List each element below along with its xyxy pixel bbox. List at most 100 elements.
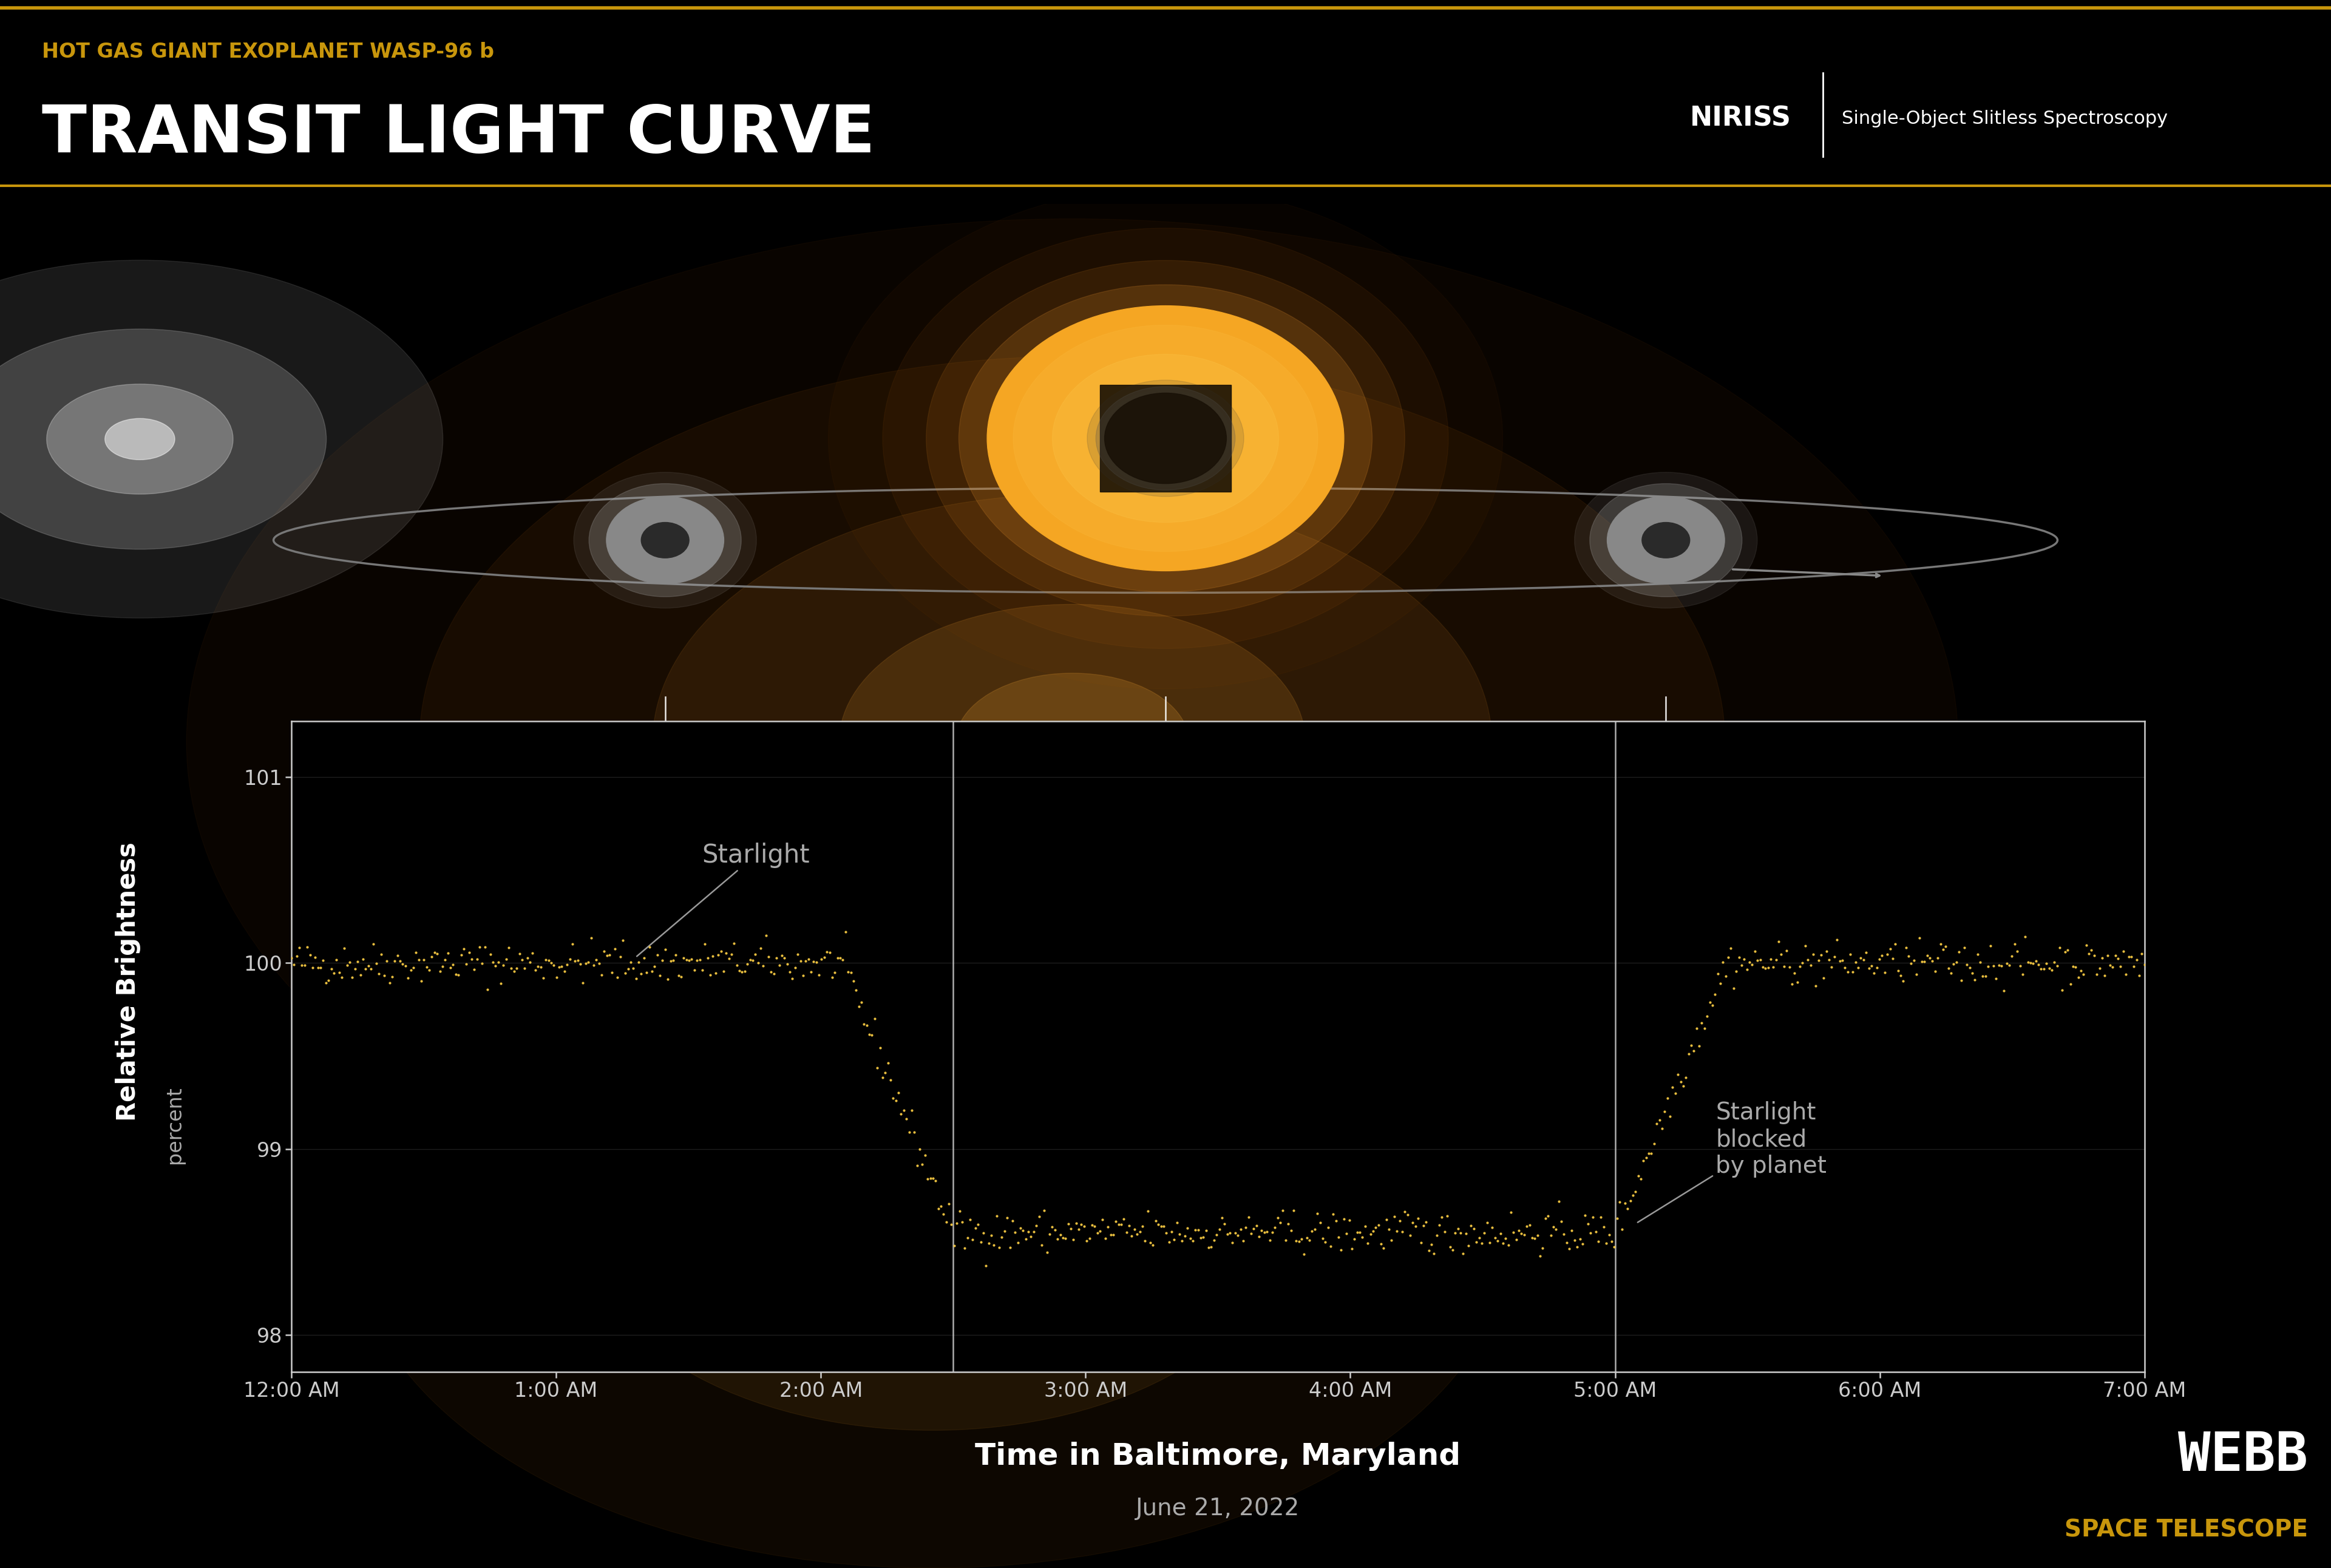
Point <box>1538 1217 1576 1242</box>
Point <box>1699 961 1737 986</box>
Point <box>1779 969 1816 994</box>
Point <box>1242 1218 1280 1243</box>
Point <box>294 955 331 980</box>
Point <box>1107 1220 1145 1245</box>
Point <box>1091 1221 1128 1247</box>
Point <box>1124 1214 1161 1239</box>
Point <box>1811 947 1848 972</box>
Point <box>1357 1215 1394 1240</box>
Circle shape <box>1573 472 1758 608</box>
Point <box>1774 971 1811 996</box>
Point <box>480 950 517 975</box>
Point <box>1550 1237 1587 1262</box>
Point <box>2056 955 2093 980</box>
Point <box>615 955 653 980</box>
Point <box>2002 953 2040 978</box>
Point <box>1429 1203 1466 1228</box>
Point <box>448 952 485 977</box>
Point <box>622 961 660 986</box>
Point <box>984 1225 1021 1250</box>
Point <box>1084 1207 1121 1232</box>
Point <box>408 955 445 980</box>
Point <box>1378 1218 1415 1243</box>
Point <box>601 944 639 969</box>
Point <box>1970 953 2007 978</box>
Point <box>874 1085 911 1110</box>
Point <box>576 952 613 977</box>
Point <box>930 1192 967 1217</box>
Point <box>1438 1217 1476 1242</box>
Point <box>846 1011 883 1036</box>
Point <box>1555 1228 1592 1253</box>
Point <box>413 944 450 969</box>
Point <box>1483 1221 1520 1247</box>
Point <box>914 1165 951 1190</box>
Point <box>1406 1214 1443 1239</box>
Point <box>1876 931 1914 956</box>
Point <box>473 950 510 975</box>
Point <box>1814 955 1851 980</box>
Point <box>1776 961 1814 986</box>
Point <box>1760 930 1797 955</box>
Point <box>897 1152 935 1178</box>
Point <box>1455 1217 1492 1242</box>
Point <box>1056 1228 1093 1253</box>
Point <box>1723 952 1760 977</box>
Point <box>1639 1112 1676 1137</box>
Point <box>1508 1214 1545 1239</box>
Text: Starlight
blocked
by planet: Starlight blocked by planet <box>1639 1101 1828 1223</box>
Point <box>531 950 569 975</box>
Point <box>1984 953 2021 978</box>
Point <box>860 1035 897 1060</box>
Point <box>662 964 699 989</box>
Point <box>1893 952 1930 977</box>
Point <box>1657 1080 1695 1105</box>
Point <box>641 963 678 988</box>
Point <box>2100 946 2138 971</box>
Point <box>1028 1240 1065 1265</box>
Point <box>289 935 326 960</box>
Point <box>308 971 345 996</box>
Point <box>1233 1221 1270 1247</box>
Point <box>869 1051 907 1076</box>
Point <box>1862 942 1900 967</box>
Point <box>1627 1145 1664 1170</box>
Point <box>1599 1206 1636 1231</box>
Point <box>1818 927 1855 952</box>
Point <box>988 1206 1026 1231</box>
Point <box>671 949 709 974</box>
Point <box>550 947 587 972</box>
Point <box>814 964 851 989</box>
Point <box>1762 941 1800 966</box>
Point <box>1466 1220 1503 1245</box>
Point <box>287 953 324 978</box>
Circle shape <box>1590 483 1741 597</box>
Point <box>702 939 739 964</box>
Point <box>1636 1132 1674 1157</box>
Point <box>1385 1220 1422 1245</box>
Point <box>967 1253 1005 1278</box>
Point <box>690 946 727 971</box>
Point <box>305 949 343 974</box>
Point <box>1156 1226 1193 1251</box>
Point <box>1597 1234 1634 1259</box>
Point <box>1641 1107 1678 1132</box>
Point <box>1888 935 1925 960</box>
Point <box>1424 1204 1462 1229</box>
Point <box>1336 1226 1373 1251</box>
Point <box>800 963 837 988</box>
Circle shape <box>883 227 1448 649</box>
Point <box>312 956 350 982</box>
Point <box>890 1120 928 1145</box>
Point <box>2007 924 2044 949</box>
Point <box>851 1022 888 1047</box>
Circle shape <box>47 384 233 494</box>
Point <box>1802 942 1839 967</box>
Point <box>1830 960 1867 985</box>
Point <box>1100 1212 1138 1237</box>
Point <box>1434 1237 1471 1262</box>
Point <box>1026 1198 1063 1223</box>
Point <box>797 950 834 975</box>
Point <box>291 942 329 967</box>
Point <box>741 936 779 961</box>
